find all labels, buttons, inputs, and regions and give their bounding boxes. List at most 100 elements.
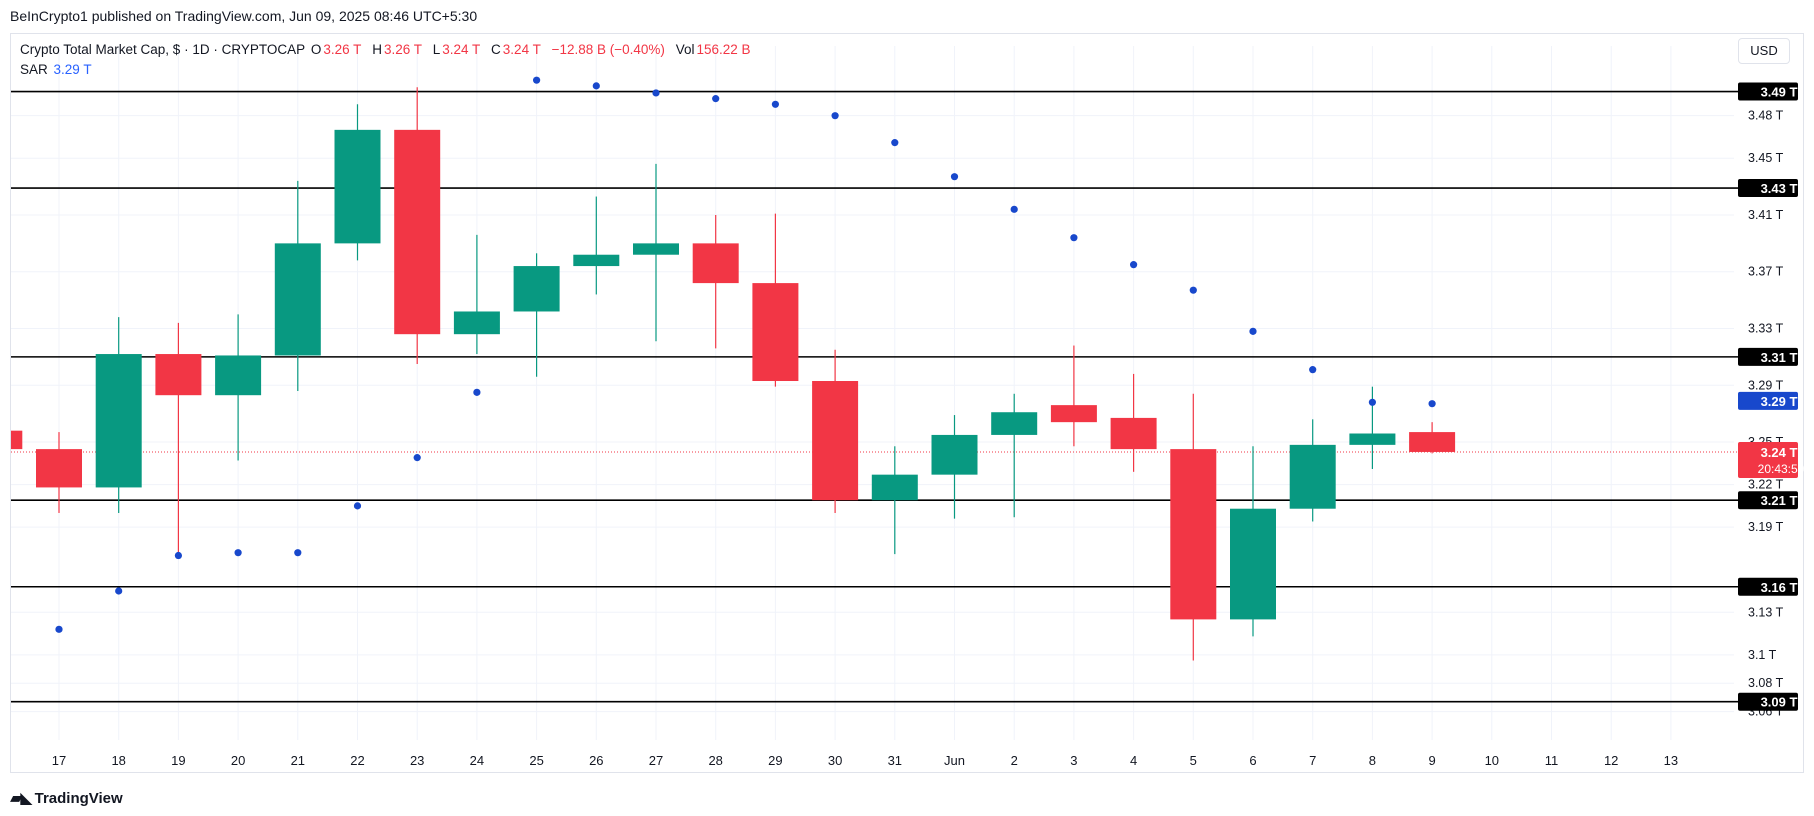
y-tick-label: 3.13 T <box>1748 605 1784 619</box>
chart-legend: Crypto Total Market Cap, $ · 1D · CRYPTO… <box>20 40 758 80</box>
x-tick-label: 10 <box>1485 753 1499 768</box>
candle-body <box>1409 432 1456 452</box>
sar-price-label: 3.29 T <box>1761 394 1798 409</box>
legend-ohlc-row: Crypto Total Market Cap, $ · 1D · CRYPTO… <box>20 40 758 60</box>
x-tick-label: 19 <box>171 753 185 768</box>
y-tick-label: 3.41 T <box>1748 208 1784 222</box>
sar-dot <box>1249 327 1257 335</box>
candle-body <box>11 430 23 450</box>
level-price-label: 3.21 T <box>1761 493 1798 508</box>
candle-body <box>812 381 859 501</box>
x-tick-label: 28 <box>708 753 722 768</box>
x-tick-label: 27 <box>649 753 663 768</box>
publisher-caption: BeInCrypto1 published on TradingView.com… <box>10 8 478 24</box>
level-price-label: 3.43 T <box>1761 181 1798 196</box>
legend-low-value: 3.24 T <box>442 42 481 57</box>
x-tick-label: 21 <box>291 753 305 768</box>
tradingview-logo[interactable]: ▰◣ TradingView <box>10 788 123 808</box>
x-tick-label: 24 <box>470 753 484 768</box>
sar-dot <box>294 549 302 557</box>
candle-body <box>215 355 262 396</box>
sar-dot <box>891 139 899 147</box>
x-tick-label: 18 <box>111 753 125 768</box>
sar-dot <box>1428 400 1436 408</box>
legend-open-label: O <box>310 42 322 57</box>
x-tick-label: 4 <box>1130 753 1137 768</box>
x-tick-label: 22 <box>350 753 364 768</box>
legend-high-label: H <box>372 42 382 57</box>
level-price-label-bg <box>1738 347 1798 366</box>
sar-dot <box>174 551 182 560</box>
level-price-label-bg <box>1738 577 1798 596</box>
y-tick-label: 3.19 T <box>1748 520 1784 534</box>
sar-dot <box>1368 398 1376 406</box>
x-tick-label: 8 <box>1369 753 1376 768</box>
x-tick-label: 30 <box>828 753 842 768</box>
candle-body <box>752 283 799 382</box>
legend-vol-label: Vol <box>675 42 695 57</box>
x-tick-label: 7 <box>1309 753 1316 768</box>
chart-frame <box>10 33 1804 773</box>
sar-dot <box>652 89 660 97</box>
x-tick-label: 3 <box>1070 753 1077 768</box>
sar-price-label-bg <box>1738 391 1798 410</box>
currency-button[interactable]: USD <box>1738 38 1790 64</box>
legend-sar-row: SAR 3.29 T <box>20 60 758 80</box>
sar-dot <box>1189 286 1197 294</box>
level-price-label-bg <box>1738 179 1798 198</box>
sar-dot <box>592 82 600 90</box>
candle-body <box>334 129 381 244</box>
y-tick-label: 3.29 T <box>1748 378 1784 392</box>
legend-sar-value: 3.29 T <box>53 62 92 77</box>
y-tick-label: 3.45 T <box>1748 151 1784 165</box>
candle-body <box>1289 444 1336 509</box>
x-tick-label: 11 <box>1545 753 1559 768</box>
x-tick-label: 29 <box>768 753 782 768</box>
legend-vol-value: 156.22 B <box>696 42 751 57</box>
legend-close-value: 3.24 T <box>502 42 541 57</box>
x-tick-label: 20 <box>231 753 245 768</box>
level-price-label-bg <box>1738 491 1798 510</box>
x-tick-label: 23 <box>410 753 424 768</box>
sar-dot <box>1070 234 1078 242</box>
x-tick-label: Jun <box>944 753 965 768</box>
y-tick-label: 3.08 T <box>1748 676 1784 690</box>
candle-body <box>155 354 202 396</box>
y-tick-label: 3.37 T <box>1748 265 1784 279</box>
sar-dot <box>234 549 242 557</box>
legend-sar-label[interactable]: SAR <box>20 62 48 77</box>
legend-high-value: 3.26 T <box>383 42 422 57</box>
legend-change: −12.88 B (−0.40%) <box>551 42 665 57</box>
x-tick-label: 31 <box>888 753 902 768</box>
x-tick-label: 2 <box>1011 753 1018 768</box>
legend-symbol[interactable]: Crypto Total Market Cap, $ · 1D · CRYPTO… <box>20 42 306 57</box>
candle-body <box>573 254 620 267</box>
y-tick-label: 3.33 T <box>1748 322 1784 336</box>
tradingview-logo-icon: ▰◣ <box>10 790 33 807</box>
legend-low-label: L <box>432 42 441 57</box>
last-price-label-bg <box>1738 441 1798 478</box>
sar-dot <box>712 95 720 103</box>
candle-body <box>274 243 321 356</box>
level-price-label-bg <box>1738 692 1798 711</box>
sar-dot <box>413 454 421 462</box>
candle-body <box>633 243 679 255</box>
tradingview-brand: TradingView <box>34 789 123 807</box>
level-price-label: 3.31 T <box>1761 350 1798 365</box>
sar-dot <box>473 388 481 396</box>
sar-dot <box>55 625 63 633</box>
sar-dot <box>115 587 123 595</box>
sar-dot <box>831 112 839 120</box>
countdown-label: 20:43:59 <box>1758 462 1805 476</box>
candle-body <box>1110 417 1157 450</box>
sar-dot <box>771 100 780 108</box>
sar-dot <box>1309 366 1317 374</box>
candle-body <box>394 129 441 335</box>
level-price-label: 3.49 T <box>1761 85 1798 100</box>
candle-body <box>991 412 1038 435</box>
x-tick-label: 9 <box>1428 753 1435 768</box>
sar-dot <box>950 173 959 181</box>
candle-body <box>1050 405 1097 423</box>
candle-body <box>692 243 739 284</box>
